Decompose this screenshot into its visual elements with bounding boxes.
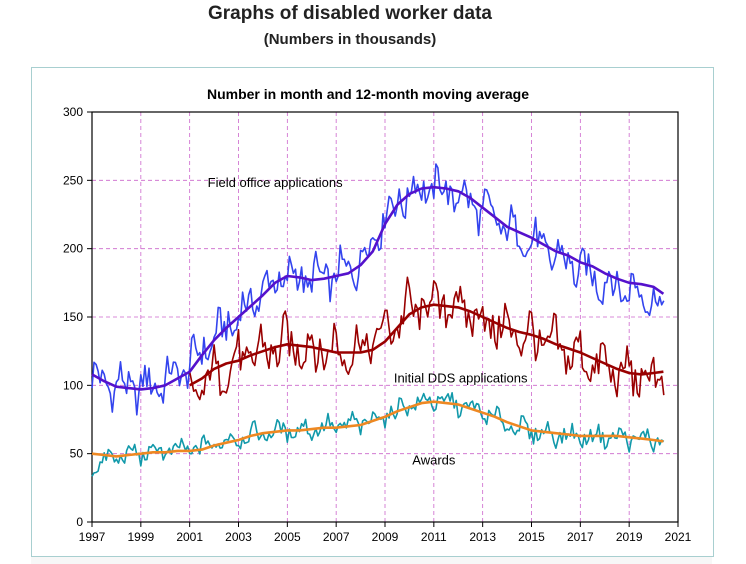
y-tick-label: 0 xyxy=(76,515,83,529)
y-tick-label: 100 xyxy=(63,378,83,392)
y-tick-label: 250 xyxy=(63,173,83,187)
x-tick-label: 1997 xyxy=(79,530,106,544)
annotations: Field office applications Initial DDS app… xyxy=(208,175,528,467)
x-tick-label: 2019 xyxy=(616,530,643,544)
x-tick-label: 2003 xyxy=(225,530,252,544)
x-tick-label: 1999 xyxy=(127,530,154,544)
x-tick-label: 2011 xyxy=(421,530,447,544)
series-line-initial-dds-applications-monthly xyxy=(188,276,665,401)
y-tick-label: 200 xyxy=(63,242,83,256)
y-tick-label: 50 xyxy=(70,447,84,461)
x-tick-label: 2017 xyxy=(567,530,594,544)
page-subtitle: (Numbers in thousands) xyxy=(263,31,437,48)
y-tick-label: 150 xyxy=(63,310,83,324)
x-tick-label: 2021 xyxy=(665,530,692,544)
x-tick-label: 2013 xyxy=(469,530,496,544)
series-layer xyxy=(91,163,665,477)
x-tick-label: 2005 xyxy=(274,530,301,544)
series-line-initial-dds-applications-12-month-moving-average xyxy=(189,303,664,387)
annotation-label: Awards xyxy=(412,453,456,468)
x-tick-label: 2015 xyxy=(518,530,545,544)
series-line-field-office-applications-12-month-moving-average xyxy=(91,185,665,391)
chart-frame xyxy=(31,67,714,557)
series-line-awards-12-month-moving-average xyxy=(91,400,664,458)
bottom-strip xyxy=(31,556,712,564)
x-tick-label: 2009 xyxy=(372,530,399,544)
annotation-label: Initial DDS applications xyxy=(394,371,528,386)
grid xyxy=(92,112,678,522)
annotation-label: Field office applications xyxy=(208,175,343,190)
chart-title: Number in month and 12-month moving aver… xyxy=(207,86,529,102)
x-tick-label: 2001 xyxy=(176,530,203,544)
x-tick-label: 2007 xyxy=(323,530,350,544)
page-title: Graphs of disabled worker data xyxy=(207,3,493,24)
y-tick-label: 300 xyxy=(63,105,83,119)
axes: 0 50 100 150 200 250 300 1997 1999 2001 2003 2005 20… xyxy=(63,105,692,544)
